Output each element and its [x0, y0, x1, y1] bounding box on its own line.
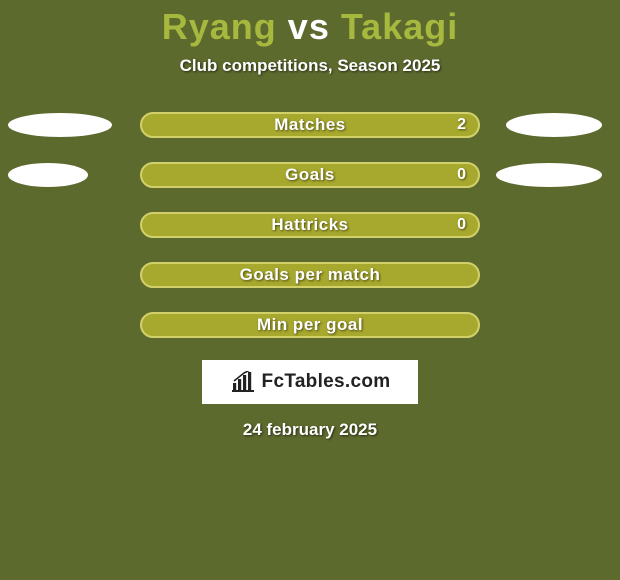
title-vs: vs [288, 6, 330, 47]
left-ellipse [8, 113, 112, 137]
title-player2: Takagi [341, 6, 458, 47]
stat-row: Min per goal [0, 312, 620, 338]
stat-bar: Matches 2 [140, 112, 480, 138]
footer-date: 24 february 2025 [243, 420, 377, 440]
stat-rows: Matches 2 Goals 0 Hattricks 0 Goals per match M… [0, 112, 620, 338]
stat-row: Goals per match [0, 262, 620, 288]
right-ellipse [496, 163, 602, 187]
stat-bar: Goals 0 [140, 162, 480, 188]
stat-bar: Min per goal [140, 312, 480, 338]
branding-box[interactable]: FcTables.com [202, 360, 418, 404]
left-ellipse [8, 163, 88, 187]
stat-row: Goals 0 [0, 162, 620, 188]
stat-label: Goals per match [240, 265, 381, 285]
stat-label: Goals [285, 165, 335, 185]
right-ellipse [506, 113, 602, 137]
stat-value-right: 0 [457, 166, 466, 184]
stat-label: Matches [274, 115, 346, 135]
chart-icon [230, 371, 256, 393]
title-player1: Ryang [162, 6, 277, 47]
stat-value-right: 0 [457, 216, 466, 234]
stat-bar: Hattricks 0 [140, 212, 480, 238]
content-wrapper: Ryang vs Takagi Club competitions, Seaso… [0, 0, 620, 580]
page-title: Ryang vs Takagi [162, 6, 458, 48]
stat-value-right: 2 [457, 116, 466, 134]
subtitle: Club competitions, Season 2025 [180, 56, 441, 76]
stat-label: Min per goal [257, 315, 363, 335]
stat-bar: Goals per match [140, 262, 480, 288]
stat-row: Matches 2 [0, 112, 620, 138]
stat-row: Hattricks 0 [0, 212, 620, 238]
branding-text: FcTables.com [262, 371, 391, 393]
stat-label: Hattricks [271, 215, 348, 235]
